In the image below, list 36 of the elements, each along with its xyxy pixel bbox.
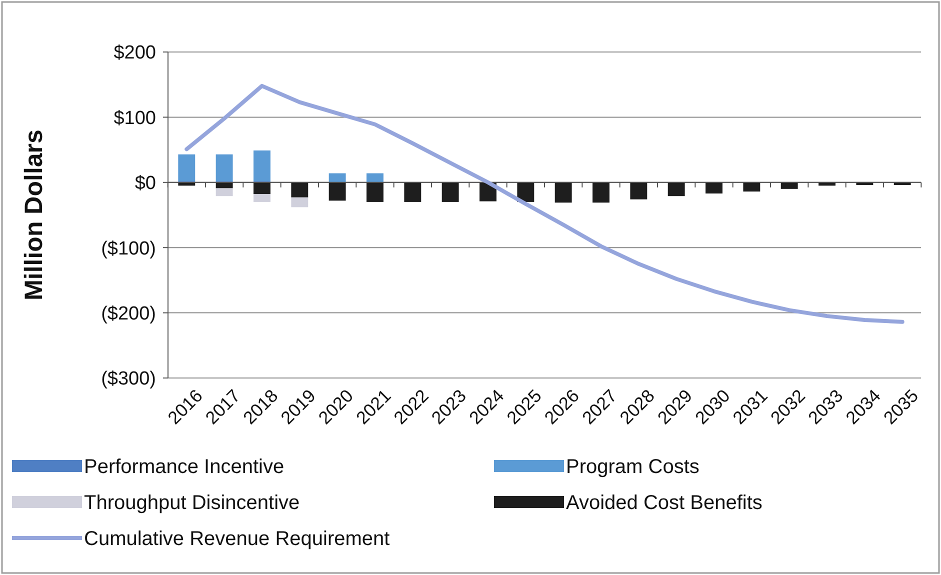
bar — [366, 182, 384, 202]
bar — [216, 182, 233, 188]
bar — [404, 182, 422, 202]
y-tick-label: $200 — [114, 42, 156, 64]
bar — [328, 182, 346, 201]
bar — [743, 182, 760, 192]
bar — [630, 182, 648, 200]
bar — [216, 154, 233, 182]
bar — [254, 150, 270, 182]
bar — [254, 182, 270, 194]
y-tick-label: ($100) — [101, 238, 156, 260]
legend-label: Performance Incentive — [84, 456, 284, 478]
bar — [254, 194, 270, 202]
bar — [554, 182, 572, 203]
bar — [706, 182, 722, 194]
legend-label: Program Costs — [566, 456, 700, 478]
bar — [328, 173, 346, 182]
bar — [668, 182, 685, 196]
legend-label: Avoided Cost Benefits — [566, 492, 762, 514]
y-tick-label: $0 — [134, 173, 156, 194]
legend-label: Cumulative Revenue Requirement — [84, 528, 390, 550]
bar — [366, 173, 384, 182]
legend-label: Throughput Disincentive — [84, 492, 300, 514]
y-tick-label: $100 — [114, 108, 156, 129]
bar — [216, 188, 233, 196]
y-tick-label: ($200) — [101, 303, 156, 324]
y-axis-title: Million Dollars — [20, 130, 48, 300]
bar — [291, 197, 308, 208]
bar — [442, 182, 459, 202]
bar — [178, 154, 196, 182]
y-tick-label: ($300) — [101, 368, 156, 390]
bar — [291, 182, 308, 198]
bar — [592, 182, 610, 203]
line-series — [184, 84, 904, 324]
bar — [780, 182, 798, 189]
bar — [517, 182, 534, 202]
